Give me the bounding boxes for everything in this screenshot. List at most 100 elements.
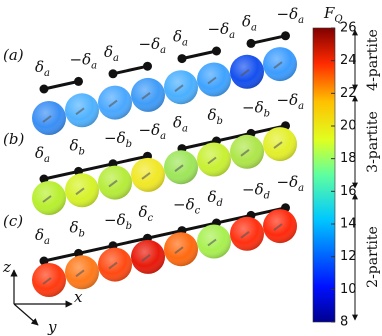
spin-arrow (75, 269, 85, 278)
axis-label: x (74, 288, 83, 306)
site-label-subscript: b (79, 146, 85, 157)
spin-arrow (108, 99, 118, 108)
site (212, 46, 221, 56)
site-label: δa (242, 12, 257, 33)
spin-arrow (42, 115, 52, 123)
colorbar-tick-label: 16 (340, 184, 357, 199)
spin-arrow (207, 156, 217, 165)
site-label-subscript: a (160, 131, 166, 142)
site-label-subscript: a (298, 15, 304, 26)
site-label-symbol: −δ (208, 20, 230, 38)
site-label-symbol: −δ (277, 5, 299, 23)
spin-arrow (273, 223, 283, 231)
region-label: 2-partite (365, 226, 381, 288)
colorbar-tick-label: 26 (340, 21, 357, 36)
site-label-subscript: b (264, 108, 270, 119)
bond (43, 154, 148, 181)
site (246, 38, 256, 48)
colorbar-tick-label: 12 (340, 249, 357, 264)
spin-arrow (141, 254, 151, 262)
site-label-symbol: δ (35, 58, 44, 76)
site-label-symbol: δ (173, 114, 182, 132)
bond (181, 124, 286, 151)
site-label-symbol: −δ (277, 91, 299, 109)
panel-label: (b) (3, 130, 24, 148)
site-label-subscript: a (229, 30, 235, 41)
site-label-symbol: −δ (277, 173, 299, 191)
site-label-symbol: −δ (70, 50, 92, 68)
site-label-subscript: d (217, 198, 223, 209)
site-label-subscript: a (182, 38, 188, 49)
region-label: 4-partite (365, 29, 381, 91)
colorbar-title-symbol: F (323, 4, 335, 22)
colorbar-tick-label: 8 (340, 315, 348, 330)
site-label: δb (70, 218, 85, 239)
site-label: δa (104, 43, 119, 64)
colorbar (312, 27, 336, 323)
site-label-symbol: δ (173, 28, 182, 46)
spin-arrow (108, 261, 118, 270)
site-label-symbol: δ (70, 218, 79, 236)
spin-arrow (75, 107, 85, 116)
site-label-symbol: δ (208, 106, 217, 124)
spin-arrow (207, 76, 217, 85)
site-label: −δa (139, 35, 167, 56)
site-label: −δa (277, 5, 305, 26)
site-label-subscript: a (44, 236, 50, 247)
site-label-subscript: b (126, 221, 132, 232)
site-label: −δa (208, 20, 236, 41)
site-label: −δc (173, 196, 201, 217)
site (39, 84, 49, 94)
spin-arrow (108, 179, 118, 188)
spin-arrow (174, 164, 184, 172)
spin-arrow (141, 172, 151, 180)
site-label: −δd (242, 180, 270, 201)
spin-arrow (273, 141, 283, 149)
site-label: −δb (104, 211, 132, 232)
spin-arrow (240, 69, 250, 77)
spin-arrow (75, 187, 85, 196)
site-label-subscript: a (44, 68, 50, 79)
site-label-subscript: a (91, 60, 97, 71)
spin-arrow (207, 238, 217, 247)
site (108, 69, 118, 79)
spin-arrow (240, 231, 250, 239)
site-label-symbol: −δ (173, 196, 195, 214)
site-label-symbol: −δ (104, 129, 126, 147)
site-label-subscript: a (44, 154, 50, 165)
site-label: −δa (70, 50, 98, 71)
site-label: δa (173, 114, 188, 135)
colorbar-tick-label: 18 (340, 151, 357, 166)
site-label-symbol: −δ (104, 211, 126, 229)
spin-arrow (273, 61, 283, 69)
site-label: −δa (139, 121, 167, 142)
site-label: δd (208, 188, 223, 209)
site-label-symbol: −δ (139, 121, 161, 139)
site-label-symbol: δ (139, 203, 148, 221)
bond (43, 206, 286, 263)
axis-label: z (2, 258, 11, 276)
colorbar-tick-label: 22 (340, 86, 357, 101)
site (281, 31, 290, 41)
site-label-subscript: a (113, 53, 119, 64)
site-label-subscript: b (217, 116, 223, 127)
panel-label: (a) (3, 46, 24, 64)
site-label: −δa (277, 91, 305, 112)
site-label-subscript: d (264, 190, 270, 201)
site-label: δb (208, 106, 223, 127)
axes-icon (10, 269, 73, 326)
region-label: 3-partite (365, 111, 381, 173)
site-label: δc (139, 203, 154, 224)
site-label-symbol: δ (35, 226, 44, 244)
site-label-subscript: a (160, 45, 166, 56)
site-label: δa (173, 28, 188, 49)
site-label: −δa (277, 173, 305, 194)
bond (112, 64, 148, 76)
site (177, 54, 187, 64)
site-label-subscript: a (298, 183, 304, 194)
spin-arrow (42, 195, 52, 203)
site-label-symbol: δ (104, 43, 113, 61)
bond (181, 49, 217, 61)
spin-arrow (174, 84, 184, 92)
site-label-subscript: c (148, 213, 154, 224)
